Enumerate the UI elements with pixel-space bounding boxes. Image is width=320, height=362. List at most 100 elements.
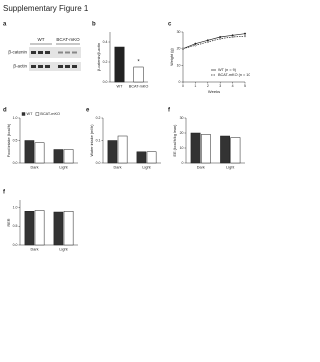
y-tick-label: 0.0 — [13, 243, 18, 247]
bar — [24, 140, 35, 164]
blot-membrane — [29, 62, 81, 71]
significance-label: * — [137, 60, 140, 66]
x-tick-label: WT — [117, 85, 124, 89]
y-axis-label: EE (kcal/h/kg lean) — [173, 124, 177, 157]
y-tick-label: 0.2 — [103, 60, 108, 64]
bar — [53, 211, 64, 246]
y-tick-label: 0.0 — [96, 161, 101, 165]
band — [38, 65, 43, 68]
band — [45, 65, 50, 68]
band — [38, 51, 43, 54]
y-tick-label: 0.5 — [13, 224, 18, 228]
y-tick-label: 10 — [177, 63, 181, 67]
panel-letter: b — [92, 22, 96, 28]
x-axis-label: Weeks — [208, 89, 220, 94]
lane-label: WT — [38, 37, 45, 42]
line-point — [219, 36, 222, 39]
x-tick-label: 4 — [232, 84, 234, 88]
bar — [63, 211, 74, 246]
line-point — [194, 42, 197, 45]
x-tick-label: Dark — [197, 166, 205, 170]
x-tick-label: 5 — [244, 84, 246, 88]
background — [0, 0, 250, 362]
bar — [24, 211, 35, 246]
x-tick-label: Light — [59, 166, 68, 170]
x-tick-label: Light — [226, 166, 235, 170]
bar — [53, 149, 64, 164]
bar — [230, 137, 241, 164]
bands — [31, 51, 77, 68]
y-tick-label: 0.0 — [13, 161, 18, 165]
y-tick-label: 20 — [177, 47, 181, 51]
y-tick-label: 20 — [180, 131, 184, 135]
band — [65, 65, 70, 68]
y-tick-label: 0.1 — [96, 138, 101, 142]
figure: Supplementary Figure 1 a WT BCAT-mKO β-c… — [0, 0, 250, 362]
y-tick-label: 0.0 — [103, 80, 108, 84]
line-series — [182, 33, 246, 49]
y-tick-label: 0.5 — [13, 138, 18, 142]
bar — [220, 135, 231, 164]
y-tick-label: 30 — [177, 30, 181, 34]
y-tick-label: 30 — [180, 116, 184, 120]
y-tick-label: 0.2 — [96, 116, 101, 120]
y-tick-label: 1.0 — [13, 116, 18, 120]
y-tick-label: 0 — [182, 161, 184, 165]
x-tick-label: 2 — [207, 84, 209, 88]
line-series — [182, 35, 246, 50]
bar — [146, 151, 157, 164]
panel-letter: f — [168, 108, 171, 114]
bar — [190, 132, 201, 164]
x-tick-label: 1 — [194, 84, 196, 88]
bar — [133, 66, 144, 83]
line-point — [206, 39, 209, 42]
x-tick-label: BCAT-mKO — [129, 85, 149, 89]
legend-label: BCAT-mKO (n = 10) — [218, 73, 250, 77]
bar — [34, 210, 45, 246]
chart-panel: b 0.0 0.2 0.4β-catenin/β-actin WT BCAT-mKO * — [92, 22, 148, 89]
line-point — [243, 32, 246, 35]
bar — [136, 151, 147, 164]
panel-letter: e — [86, 108, 90, 114]
bar — [107, 140, 118, 164]
x-tick-label: Dark — [30, 248, 38, 252]
panel-letter: f — [3, 190, 6, 196]
row-label: β-catenin — [8, 50, 27, 55]
bar — [117, 135, 128, 164]
panel-letter: d — [3, 108, 7, 114]
x-tick-label: 3 — [219, 84, 221, 88]
band — [65, 51, 70, 54]
line-point — [219, 37, 222, 40]
legend-label: WT (n = 9) — [218, 68, 237, 72]
band — [31, 51, 36, 54]
line-point — [181, 47, 184, 50]
y-axis-label: Weight (g) — [170, 48, 174, 66]
band — [45, 51, 50, 54]
line-point — [243, 35, 246, 38]
band — [58, 51, 63, 54]
figure-title: Supplementary Figure 1 — [3, 4, 89, 13]
chart-panel: f 0.0 0.5 1.0 RER Dark Light — [3, 190, 78, 252]
x-tick-label: 0 — [182, 84, 184, 88]
y-tick-label: 1.0 — [13, 205, 18, 209]
western-blot: WT BCAT-mKO β-catenin β-actin — [8, 37, 81, 71]
lane-label: BCAT-mKO — [56, 37, 80, 42]
panel-letter: c — [168, 22, 172, 28]
legend-label: WT — [27, 112, 34, 116]
y-axis-label: Food intake (kcal/h) — [7, 123, 11, 157]
y-tick-label: 10 — [180, 146, 184, 150]
row-label: β-actin — [13, 64, 27, 69]
legend-swatch — [21, 112, 26, 116]
y-axis-label: β-catenin/β-actin — [97, 43, 101, 71]
bar — [201, 134, 211, 164]
band — [58, 65, 63, 68]
x-tick-label: Light — [59, 248, 68, 252]
bar — [114, 46, 125, 83]
blot-membrane — [29, 47, 81, 58]
band — [72, 65, 77, 68]
band — [31, 65, 36, 68]
legend-swatch — [35, 112, 40, 116]
y-tick-label: 0 — [179, 80, 181, 84]
